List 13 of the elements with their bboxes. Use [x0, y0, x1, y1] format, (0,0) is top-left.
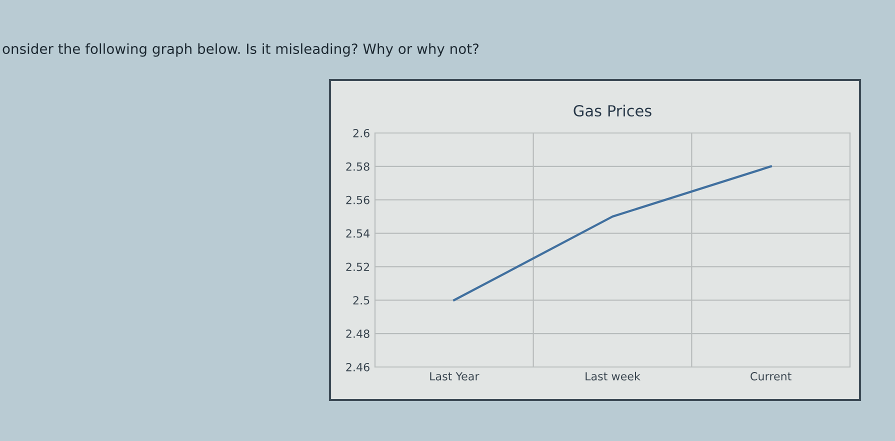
y-tick-label: 2.5 [353, 296, 370, 305]
y-tick-label: 2.52 [346, 262, 370, 272]
y-tick-label: 2.56 [346, 196, 370, 204]
y-tick-label: 2.54 [346, 229, 370, 238]
y-tick-label: 2.48 [346, 330, 370, 338]
y-tick-label: 2.46 [346, 362, 370, 372]
x-tick-label: Current [750, 372, 792, 380]
x-tick-label: Last week [586, 372, 640, 380]
chart-title: Gas Prices [574, 104, 652, 117]
y-tick-label: 2.6 [353, 128, 370, 138]
y-tick-label: 2.58 [346, 162, 370, 171]
text: onsider the following graph below. Is it misleading? Why or why not? [2, 43, 478, 57]
x-tick-label: Last Year [430, 372, 480, 380]
